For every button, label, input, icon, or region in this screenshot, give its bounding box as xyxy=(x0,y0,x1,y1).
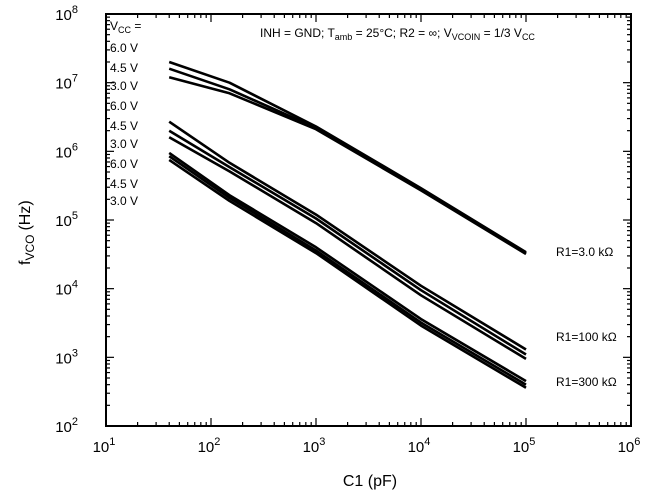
x-tick-label: 101 xyxy=(93,436,116,456)
series-line xyxy=(168,151,527,383)
series-line xyxy=(168,158,527,389)
vcc-header: VCC = xyxy=(110,19,141,35)
r1-label: R1=300 kΩ xyxy=(556,375,617,389)
y-axis-title: fVCO(Hz) xyxy=(17,200,37,265)
y-tick-label: 108 xyxy=(55,4,78,24)
r1-labels: R1=3.0 kΩ R1=100 kΩ R1=300 kΩ xyxy=(556,245,617,389)
vcc-label: 6.0 V xyxy=(110,41,138,55)
vcc-label: 3.0 V xyxy=(110,137,138,151)
plot-frame xyxy=(105,13,632,427)
series-line xyxy=(168,120,527,351)
y-tick-labels: 102 103 104 105 106 107 108 xyxy=(55,4,78,436)
series-line xyxy=(168,67,527,255)
y-tick-label: 106 xyxy=(55,141,78,161)
vcc-label: 4.5 V xyxy=(110,61,138,75)
vcc-labels: 6.0 V 4.5 V 3.0 V 6.0 V 4.5 V 3.0 V 6.0 V 4.5 V… xyxy=(110,41,138,208)
vcc-label: 6.0 V xyxy=(110,99,138,113)
conditions-annotation: INH = GND; Tamb = 25°C; R2 = ∞; VVCOIN =… xyxy=(260,26,535,42)
x-axis-title: C1 (pF) xyxy=(343,473,397,490)
vcc-label: 3.0 V xyxy=(110,194,138,208)
axis-ticks xyxy=(105,14,631,427)
x-tick-label: 106 xyxy=(618,436,641,456)
series-line xyxy=(168,136,527,361)
r1-label: R1=3.0 kΩ xyxy=(556,245,613,259)
y-tick-label: 104 xyxy=(55,279,78,299)
x-tick-label: 105 xyxy=(513,436,536,456)
vcc-label: 4.5 V xyxy=(110,177,138,191)
x-tick-label: 103 xyxy=(303,436,326,456)
y-tick-label: 103 xyxy=(55,347,78,367)
r1-label: R1=100 kΩ xyxy=(556,330,617,344)
x-tick-label: 102 xyxy=(198,436,221,456)
series-line xyxy=(168,129,527,356)
series-lines xyxy=(168,60,527,389)
y-tick-label: 105 xyxy=(55,210,78,230)
series-line xyxy=(168,155,527,386)
y-tick-label: 107 xyxy=(55,73,78,93)
vcc-label: 3.0 V xyxy=(110,79,138,93)
y-tick-label: 102 xyxy=(55,416,78,436)
series-line xyxy=(168,75,527,256)
vcc-label: 6.0 V xyxy=(110,157,138,171)
x-tick-label: 104 xyxy=(408,436,431,456)
x-tick-labels: 101 102 103 104 105 106 xyxy=(93,436,641,456)
vcc-label: 4.5 V xyxy=(110,119,138,133)
